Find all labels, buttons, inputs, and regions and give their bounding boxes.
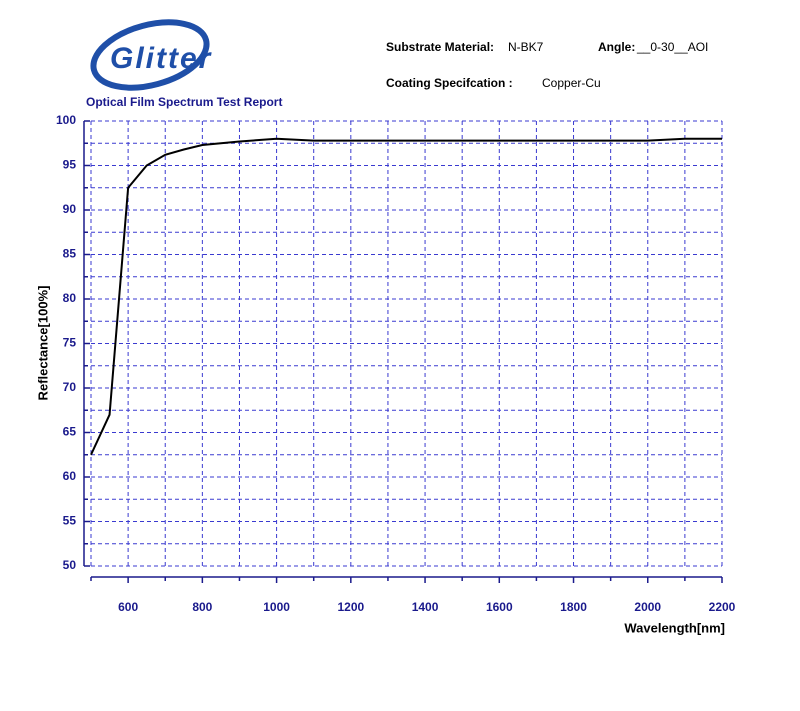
x-tick-label: 1400: [412, 600, 439, 614]
reflectance-line: [90, 137, 722, 456]
x-tick-label: 600: [118, 600, 138, 614]
x-tick-label: 1200: [337, 600, 364, 614]
x-tick-label: 800: [192, 600, 212, 614]
y-tick-label: 85: [63, 247, 77, 261]
angle-value: __0-30__AOI: [636, 40, 708, 54]
y-tick-label: 100: [56, 113, 76, 127]
y-tick-label: 95: [63, 158, 77, 172]
logo: Glitter: [90, 19, 213, 91]
logo-text: Glitter: [110, 42, 213, 75]
angle-label: Angle:: [598, 40, 635, 54]
y-tick-label: 70: [63, 380, 77, 394]
y-tick-label: 75: [63, 336, 77, 350]
x-tick-label: 1600: [486, 600, 513, 614]
x-tick-label: 1000: [263, 600, 290, 614]
y-tick-label: 60: [63, 469, 77, 483]
y-axis-label: Reflectance[100%]: [35, 286, 50, 401]
substrate-value: N-BK7: [508, 40, 544, 54]
report-title: Optical Film Spectrum Test Report: [86, 95, 282, 109]
substrate-label: Substrate Material:: [386, 40, 494, 54]
y-tick-label: 55: [63, 514, 77, 528]
coating-label: Coating Specifcation :: [386, 76, 513, 90]
logo-swoosh: [90, 19, 210, 91]
coating-value: Copper-Cu: [542, 76, 601, 90]
y-tick-label: 50: [63, 558, 77, 572]
x-axis-label: Wavelength[nm]: [624, 620, 725, 635]
y-tick-label: 65: [63, 425, 77, 439]
x-tick-label: 1800: [560, 600, 587, 614]
x-tick-label: 2200: [709, 600, 736, 614]
y-tick-label: 90: [63, 202, 77, 216]
x-tick-label: 2000: [634, 600, 661, 614]
y-tick-label: 80: [63, 291, 77, 305]
